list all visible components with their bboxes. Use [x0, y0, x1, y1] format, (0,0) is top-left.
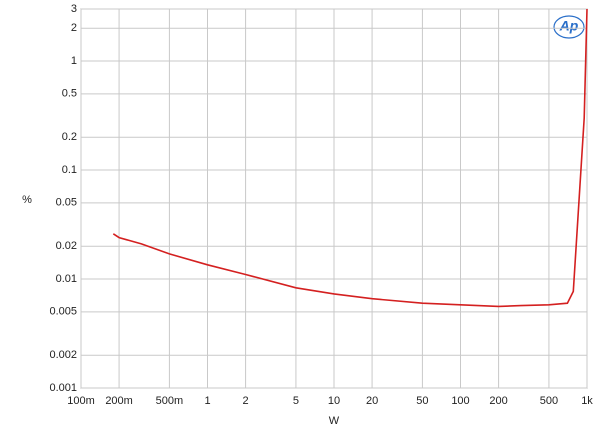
y-tick-label: 3 [71, 3, 77, 15]
x-tick-label: 500m [156, 395, 184, 407]
y-tick-label: 0.5 [62, 88, 77, 100]
x-axis-label: W [329, 415, 340, 427]
x-tick-label: 500 [540, 395, 558, 407]
y-tick-label: 2 [71, 22, 77, 34]
plot: 0.001 0.002 0.005 0.01 0.02 0.05 0.1 0.2 0.5 1 2 3 1… [49, 3, 593, 407]
y-tick-label: 0.005 [49, 306, 77, 318]
y-tick-label: 1 [71, 55, 77, 67]
data-line [112, 8, 588, 308]
x-tick-label: 20 [366, 395, 378, 407]
logo-ring [553, 15, 585, 39]
y-tick-label: 0.002 [49, 349, 77, 361]
x-tick-label: 2 [243, 395, 249, 407]
y-tick-label: 0.01 [56, 273, 77, 285]
x-tick-label: 100 [451, 395, 469, 407]
x-tick-label: 100m [67, 395, 95, 407]
y-tick-label: 0.001 [49, 382, 77, 394]
x-tick-label: 50 [416, 395, 428, 407]
x-tick-label: 1 [204, 395, 210, 407]
y-axis-label: % [22, 194, 32, 206]
x-tick-label: 200m [105, 395, 133, 407]
logo: Ap [559, 18, 579, 34]
x-tick-label: 1k [581, 395, 593, 407]
x-tick-label: 200 [489, 395, 507, 407]
y-tick-label: 0.05 [56, 197, 77, 209]
x-tick-label: 10 [328, 395, 340, 407]
y-tick-label: 0.1 [62, 164, 77, 176]
x-tick-label: 5 [293, 395, 299, 407]
y-tick-label: 0.02 [56, 240, 77, 252]
y-tick-label: 0.2 [62, 131, 77, 143]
